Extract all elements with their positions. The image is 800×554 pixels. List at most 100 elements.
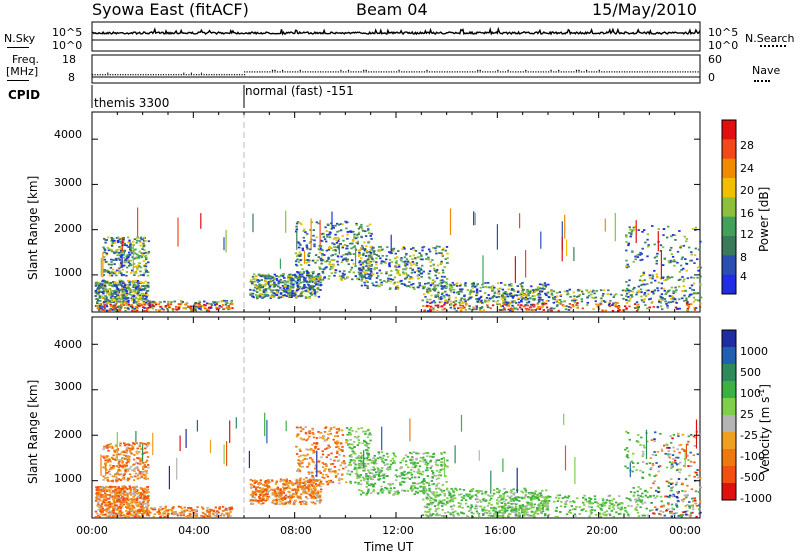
power-point [355,222,358,225]
power-point [519,283,522,285]
power-point [291,294,294,297]
velocity-point [316,496,319,499]
freq-point [178,74,180,76]
velocity-point [132,495,135,498]
velocity-point [355,457,358,460]
power-point [506,295,510,298]
power-point [106,246,110,249]
velocity-point [285,478,288,481]
velocity-point [142,473,145,476]
power-point [406,273,409,276]
power-point [625,259,628,262]
power-point [573,298,576,300]
power-point [505,303,508,306]
power-point [418,252,421,255]
power-point [134,252,137,255]
freq-point [218,74,220,76]
power-point [116,291,119,293]
power-point [662,276,665,279]
power-point [621,309,625,312]
power-point [394,257,397,260]
power-point [125,271,129,273]
power-point [518,294,521,296]
power-point [318,251,322,254]
velocity-point [137,509,141,511]
power-point [129,248,132,251]
power-point [517,297,520,300]
power-point [145,269,148,272]
velocity-point [309,480,313,482]
velocity-point [297,497,301,500]
power-point [137,264,140,267]
power-point [336,230,339,233]
power-point [340,229,343,232]
power-point [130,294,133,296]
power-point [143,272,146,275]
power-point [114,291,118,294]
power-point [580,290,584,293]
power-point [440,252,443,255]
power-point [460,290,463,293]
power-point [640,291,643,294]
power-point [394,288,398,290]
velocity-point [290,496,294,499]
power-point [143,265,146,267]
power-point [541,305,544,308]
power-point [121,268,125,271]
power-point [307,296,310,299]
freq-point [200,72,203,74]
velocity-point [284,501,287,504]
power-point [122,291,126,294]
power-point [230,299,233,302]
power-point [337,256,340,259]
power-point [429,298,432,301]
power-point [661,246,665,249]
power-point [346,231,349,233]
freq-point [697,71,699,73]
velocity-point [368,475,371,478]
freq-point [573,71,575,73]
power-point [403,247,406,250]
power-point [412,247,415,249]
freq-point [525,69,527,71]
power-point [95,292,99,295]
velocity-point [108,458,111,460]
power-point [666,236,669,239]
power-point [522,293,526,296]
freq-point [608,71,610,73]
velocity-point [128,506,131,508]
freq-point [474,71,476,73]
velocity-point [144,447,147,450]
power-point [450,300,453,303]
power-point [180,300,183,302]
velocity-point [135,492,138,495]
power-point [532,303,535,306]
power-point [501,309,504,311]
power-point [362,248,365,250]
power-point [124,288,127,291]
velocity-point [122,501,125,503]
freq-point [244,74,246,76]
velocity-point [118,464,122,467]
velocity-point [308,478,312,481]
power-point [133,251,136,254]
velocity-point [311,428,314,431]
power-point [393,276,397,279]
power-point [253,280,257,283]
power-point [521,296,524,298]
power-point [311,290,314,293]
power-point [670,235,673,238]
velocity-point [272,502,275,505]
power-point [107,249,111,251]
velocity-point [95,489,99,491]
power-point [120,272,123,275]
power-point [549,290,553,293]
power-point [580,300,584,303]
power-point [313,245,316,248]
power-point [576,304,579,307]
power-point [215,306,218,309]
power-point [194,309,197,311]
power-point [520,287,524,289]
velocity-point [317,490,320,493]
velocity-point [356,444,359,446]
